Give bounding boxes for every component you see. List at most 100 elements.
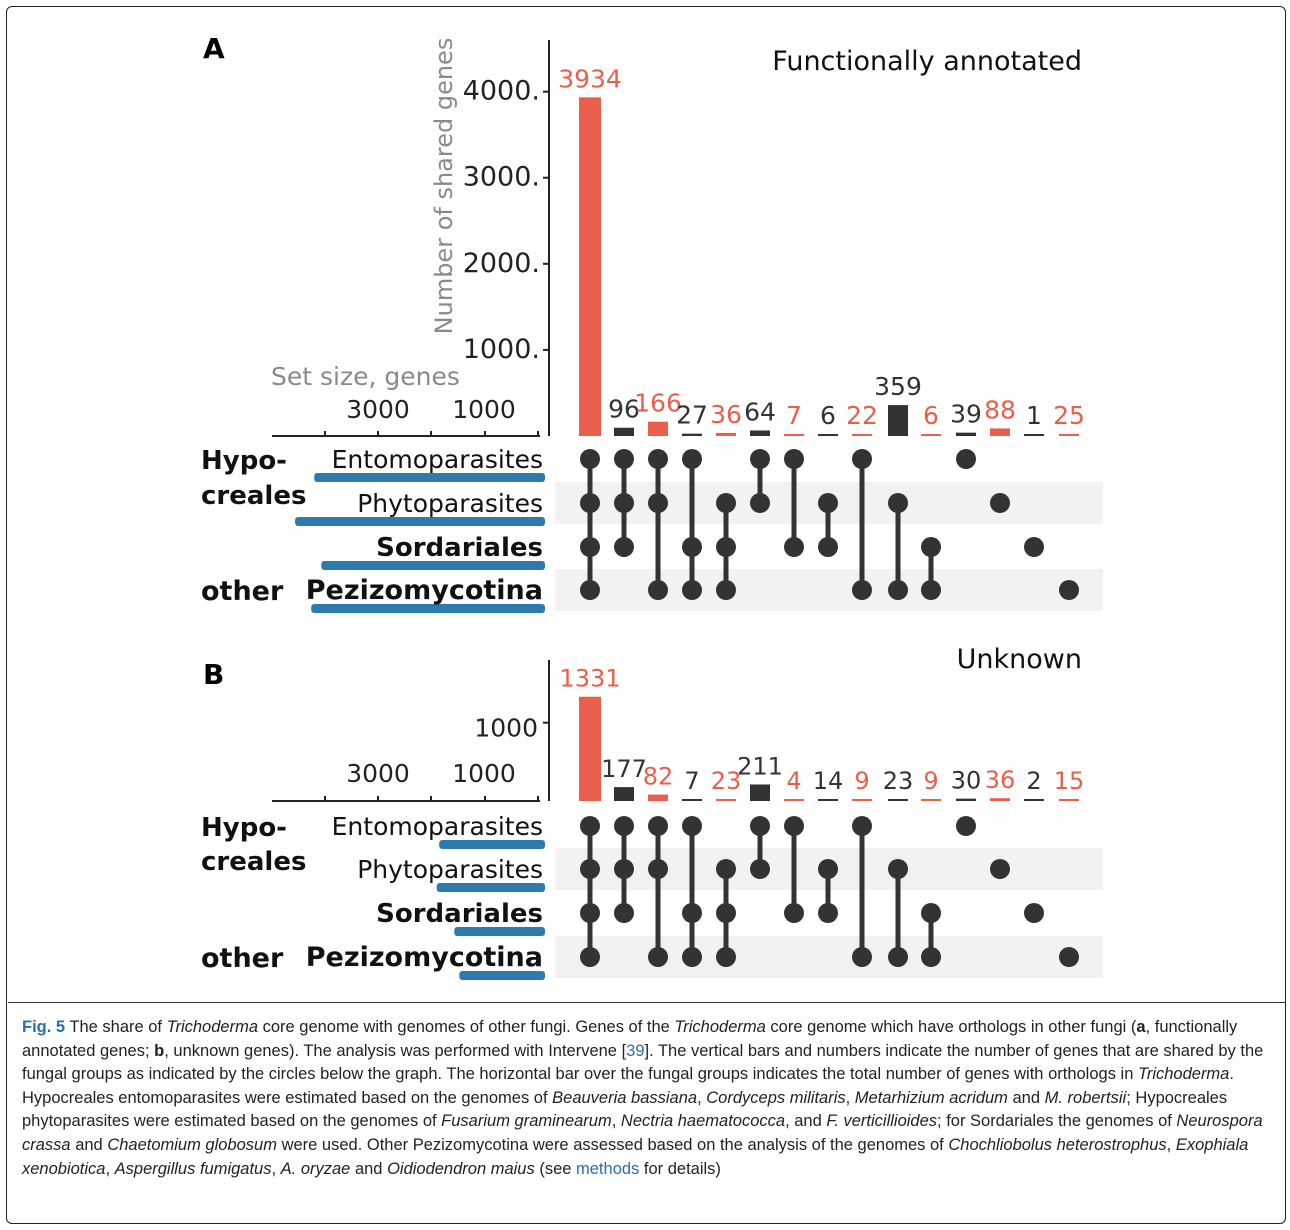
- matrix-dot: [580, 537, 600, 557]
- matrix-dot: [852, 580, 872, 600]
- caption-link[interactable]: methods: [576, 1159, 640, 1178]
- intersection-value-label: 359: [874, 372, 922, 401]
- caption-divider: [8, 1002, 1286, 1003]
- set-size-bar: [439, 840, 545, 849]
- y-axis-label: Number of shared genes: [430, 38, 458, 335]
- set-size-bar: [459, 971, 545, 980]
- intersection-value-label: 7: [786, 401, 802, 430]
- caption-text: The share of: [65, 1018, 167, 1036]
- matrix-dot: [784, 816, 804, 836]
- group-label-other: other: [201, 576, 284, 607]
- figure-caption: Fig. 5 The share of Trichoderma core gen…: [22, 1016, 1272, 1181]
- intersection-bar: [956, 432, 976, 436]
- intersection-bar: [648, 794, 668, 801]
- set-size-tick-label: 1000: [452, 395, 516, 424]
- intersection-value-label: 23: [883, 767, 914, 795]
- matrix-dot: [888, 493, 908, 513]
- panel-label: A: [203, 32, 225, 65]
- intersection-bar: [784, 434, 804, 436]
- caption-text: F. verticillioides: [826, 1112, 938, 1131]
- matrix-dot: [580, 449, 600, 469]
- matrix-dot: [750, 859, 770, 879]
- matrix-dot: [784, 449, 804, 469]
- set-size-tick-label: 1000: [452, 759, 516, 788]
- matrix-dot: [614, 859, 634, 879]
- intersection-bar: [716, 799, 736, 801]
- caption-text: M. robertsii: [1044, 1088, 1127, 1107]
- matrix-dot: [888, 580, 908, 600]
- intersection-bar: [579, 97, 601, 436]
- intersection-value-label: 96: [608, 395, 640, 424]
- y-tick-label: 1000: [474, 714, 538, 743]
- matrix-dot: [580, 859, 600, 879]
- matrix-dot: [888, 947, 908, 967]
- intersection-value-label: 64: [744, 397, 776, 426]
- caption-text: were used. Other Pezizomycotina were ass…: [276, 1135, 949, 1154]
- matrix-dot: [580, 947, 600, 967]
- caption-text: Chaetomium globosum: [107, 1135, 277, 1154]
- intersection-value-label: 6: [820, 401, 836, 430]
- caption-text: Cordyceps militaris: [706, 1088, 846, 1107]
- matrix-dot: [921, 947, 941, 967]
- matrix-dot: [750, 449, 770, 469]
- group-label-hypocreales: creales: [201, 481, 306, 511]
- intersection-bar: [1059, 433, 1079, 436]
- intersection-value-label: 23: [711, 767, 742, 795]
- caption-text: Metarhizium acridum: [854, 1088, 1008, 1107]
- set-size-bar: [436, 883, 545, 892]
- matrix-dot: [716, 493, 736, 513]
- intersection-bar: [648, 421, 668, 436]
- intersection-value-label: 15: [1054, 767, 1085, 795]
- intersection-bar: [614, 427, 634, 436]
- matrix-dot: [614, 449, 634, 469]
- intersection-bar: [1059, 799, 1079, 801]
- caption-text: ; for Sordariales the genomes of: [937, 1112, 1177, 1131]
- intersection-value-label: 9: [854, 767, 869, 795]
- caption-text: for details): [639, 1159, 721, 1178]
- caption-link[interactable]: 39: [626, 1041, 645, 1060]
- set-name-label: Pezizomycotina: [306, 575, 543, 606]
- intersection-value-label: 166: [634, 389, 682, 418]
- caption-text: Chochliobolus heterostrophus: [948, 1135, 1167, 1154]
- caption-text: A. oryzae: [280, 1159, 351, 1178]
- matrix-dot: [682, 816, 702, 836]
- intersection-value-label: 39: [950, 400, 982, 429]
- matrix-row-stripe: [555, 569, 1103, 611]
- matrix-dot: [648, 947, 668, 967]
- matrix-dot: [682, 947, 702, 967]
- matrix-dot: [682, 580, 702, 600]
- matrix-dot: [614, 537, 634, 557]
- intersection-value-label: 88: [984, 395, 1016, 424]
- caption-text: and: [70, 1135, 108, 1154]
- caption-text: , unknown genes). The analysis was perfo…: [164, 1041, 627, 1060]
- matrix-dot: [784, 537, 804, 557]
- matrix-dot: [818, 859, 838, 879]
- matrix-dot: [614, 816, 634, 836]
- intersection-value-label: 25: [1053, 401, 1085, 430]
- set-name-label: Entomoparasites: [332, 445, 543, 474]
- matrix-dot: [921, 580, 941, 600]
- caption-text: Neurospora crassa: [22, 1112, 1263, 1154]
- caption-text: Trichoderma: [674, 1018, 766, 1036]
- intersection-bar: [614, 787, 634, 801]
- caption-text: ,: [1166, 1135, 1176, 1154]
- matrix-dot: [1059, 580, 1079, 600]
- figure-number: Fig. 5: [22, 1018, 66, 1036]
- caption-text: and: [350, 1159, 388, 1178]
- caption-text: and: [1007, 1088, 1045, 1107]
- intersection-bar: [888, 799, 908, 801]
- intersection-value-label: 3934: [558, 64, 622, 93]
- matrix-dot: [990, 859, 1010, 879]
- intersection-bar: [852, 434, 872, 436]
- intersection-value-label: 30: [951, 767, 982, 795]
- set-name-label: Sordariales: [376, 533, 543, 563]
- matrix-dot: [716, 537, 736, 557]
- panel-title: Unknown: [957, 644, 1082, 675]
- intersection-bar: [682, 433, 702, 436]
- y-tick-label: 3000.: [463, 162, 540, 193]
- intersection-bar: [1024, 799, 1044, 801]
- intersection-bar: [682, 799, 702, 801]
- intersection-value-label: 7: [684, 767, 699, 795]
- intersection-value-label: 9: [923, 767, 938, 795]
- matrix-dot: [852, 449, 872, 469]
